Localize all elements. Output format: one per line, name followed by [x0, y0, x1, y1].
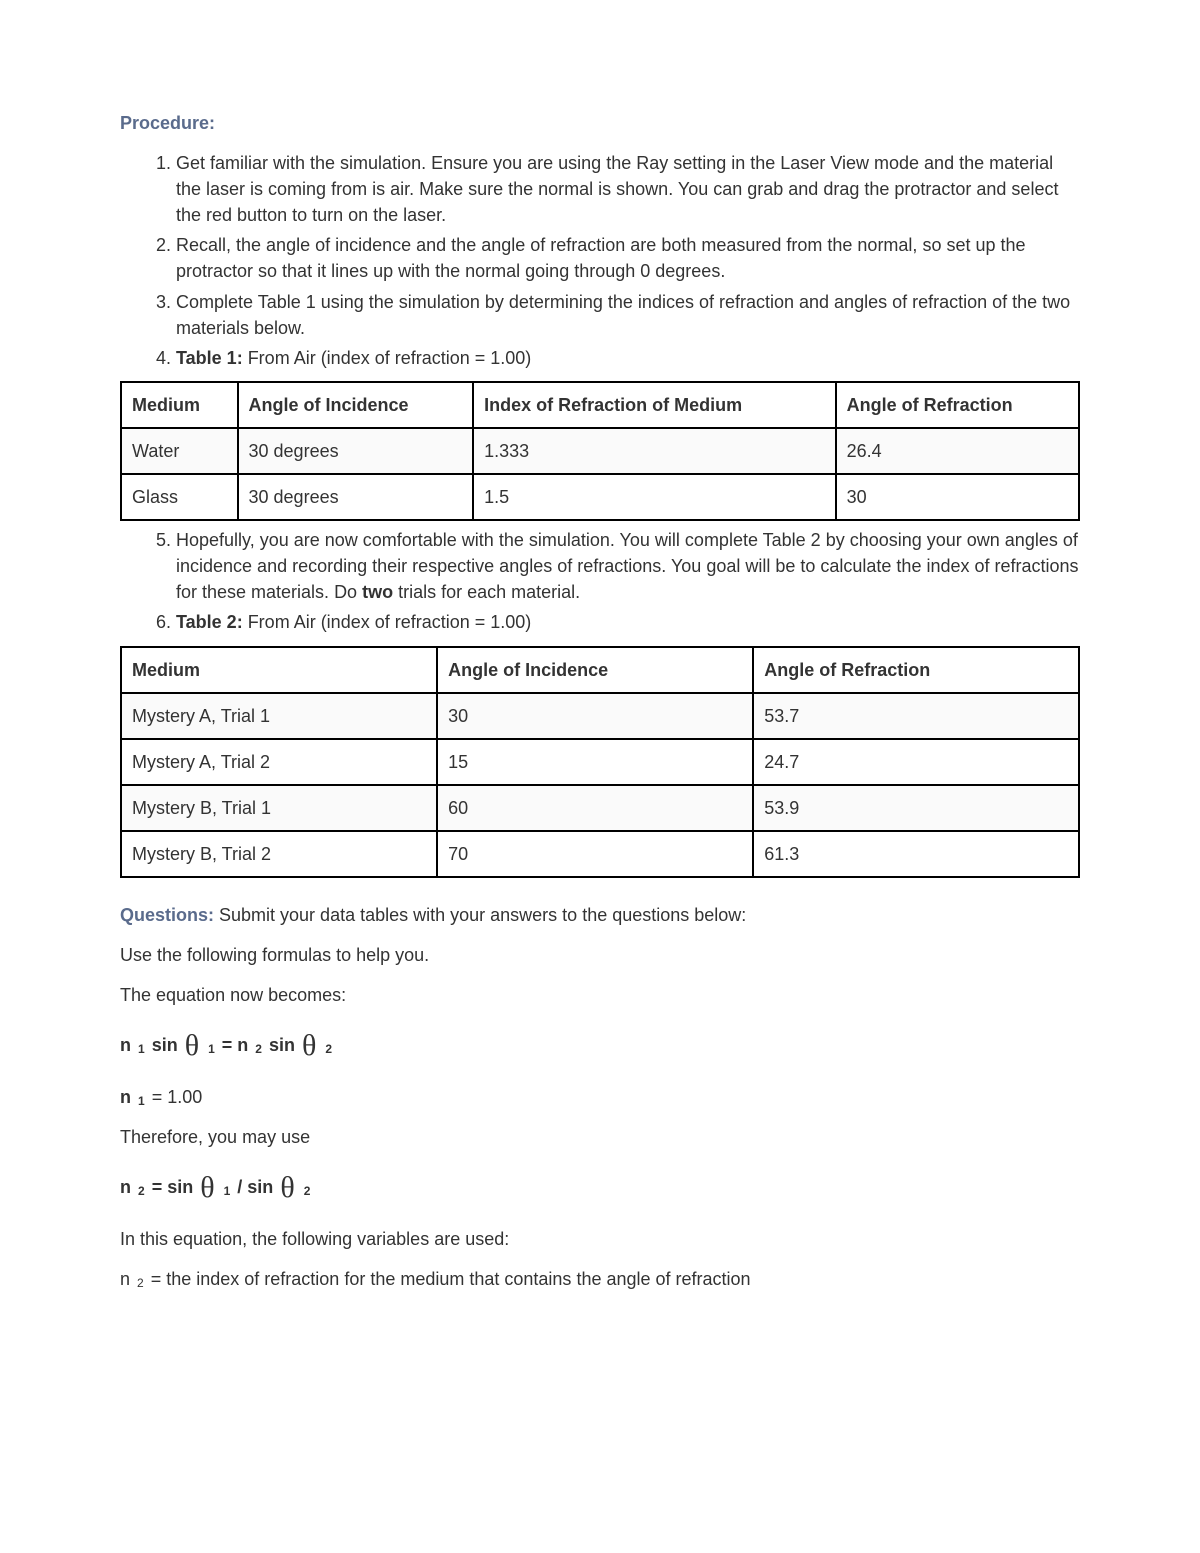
formula-part: = sin [147, 1177, 199, 1197]
table-cell: 24.7 [753, 739, 1079, 785]
table-cell: 30 [437, 693, 753, 739]
variable-definition: n 2 = the index of refraction for the me… [120, 1266, 1080, 1292]
theta-symbol: θ [278, 1171, 296, 1204]
table-cell: 15 [437, 739, 753, 785]
n2-formula: n 2 = sin θ 1 / sin θ 2 [120, 1166, 1080, 1210]
n2-var: n 2 [120, 1269, 146, 1289]
table-header-cell: Index of Refraction of Medium [473, 382, 835, 428]
subscript: 2 [135, 1276, 146, 1290]
table-cell: 30 [836, 474, 1079, 520]
document-page: Procedure: Get familiar with the simulat… [0, 0, 1200, 1553]
table-cell: Mystery B, Trial 1 [121, 785, 437, 831]
procedure-heading: Procedure: [120, 110, 1080, 136]
table-header-cell: Medium [121, 382, 238, 428]
table2-caption: From Air (index of refraction = 1.00) [243, 612, 532, 632]
formula-part: sin [264, 1035, 300, 1055]
procedure-item: Get familiar with the simulation. Ensure… [176, 150, 1080, 228]
subscript: 2 [253, 1042, 264, 1056]
table-cell: 70 [437, 831, 753, 877]
table-cell: Mystery A, Trial 1 [121, 693, 437, 739]
table-cell: 61.3 [753, 831, 1079, 877]
formula-part: n [120, 1087, 136, 1107]
table-cell: 26.4 [836, 428, 1079, 474]
subscript: 1 [206, 1042, 217, 1056]
procedure-item: Table 1: From Air (index of refraction =… [176, 345, 1080, 371]
table-2: Medium Angle of Incidence Angle of Refra… [120, 646, 1080, 878]
table1-label: Table 1: [176, 348, 243, 368]
table2-label: Table 2: [176, 612, 243, 632]
table-cell: 53.7 [753, 693, 1079, 739]
table-header-row: Medium Angle of Incidence Index of Refra… [121, 382, 1079, 428]
procedure-item: Table 2: From Air (index of refraction =… [176, 609, 1080, 635]
procedure-text: Hopefully, you are now comfortable with … [176, 530, 1079, 602]
questions-line: Questions: Submit your data tables with … [120, 902, 1080, 928]
table-header-cell: Angle of Incidence [437, 647, 753, 693]
table-cell: Water [121, 428, 238, 474]
formula-part: n [120, 1269, 135, 1289]
table-header-cell: Angle of Incidence [238, 382, 474, 428]
procedure-list: Get familiar with the simulation. Ensure… [120, 150, 1080, 371]
table-row: Mystery A, Trial 1 30 53.7 [121, 693, 1079, 739]
table-row: Mystery B, Trial 1 60 53.9 [121, 785, 1079, 831]
subscript: 1 [136, 1042, 147, 1056]
equation-intro: The equation now becomes: [120, 982, 1080, 1008]
procedure-text: trials for each material. [393, 582, 580, 602]
table-header-cell: Angle of Refraction [836, 382, 1079, 428]
therefore-text: Therefore, you may use [120, 1124, 1080, 1150]
procedure-item: Recall, the angle of incidence and the a… [176, 232, 1080, 284]
subscript: 1 [136, 1094, 147, 1108]
table-cell: Glass [121, 474, 238, 520]
table-row: Water 30 degrees 1.333 26.4 [121, 428, 1079, 474]
procedure-item: Complete Table 1 using the simulation by… [176, 289, 1080, 341]
table-cell: 1.5 [473, 474, 835, 520]
subscript: 2 [323, 1042, 334, 1056]
table-cell: 1.333 [473, 428, 835, 474]
theta-symbol: θ [183, 1029, 201, 1062]
table-cell: Mystery B, Trial 2 [121, 831, 437, 877]
table-row: Mystery B, Trial 2 70 61.3 [121, 831, 1079, 877]
theta-symbol: θ [198, 1171, 216, 1204]
table-cell: 53.9 [753, 785, 1079, 831]
formula-part: n [120, 1177, 136, 1197]
table-header-cell: Medium [121, 647, 437, 693]
table-cell: 30 degrees [238, 474, 474, 520]
procedure-item: Hopefully, you are now comfortable with … [176, 527, 1080, 605]
table1-caption: From Air (index of refraction = 1.00) [243, 348, 532, 368]
table-cell: 30 degrees [238, 428, 474, 474]
formula-part: = n [217, 1035, 254, 1055]
procedure-bold: two [362, 582, 393, 602]
subscript: 1 [222, 1184, 233, 1198]
n1-value-line: n 1 = 1.00 [120, 1084, 1080, 1110]
variables-intro: In this equation, the following variable… [120, 1226, 1080, 1252]
n1-value: = 1.00 [147, 1087, 203, 1107]
theta-symbol: θ [300, 1029, 318, 1062]
procedure-list-continued: Hopefully, you are now comfortable with … [120, 527, 1080, 635]
n1-var: n 1 [120, 1087, 147, 1107]
subscript: 2 [136, 1184, 147, 1198]
subscript: 2 [302, 1184, 313, 1198]
table-cell: Mystery A, Trial 2 [121, 739, 437, 785]
table-row: Glass 30 degrees 1.5 30 [121, 474, 1079, 520]
questions-heading: Questions: [120, 905, 219, 925]
variable-def-text: = the index of refraction for the medium… [146, 1269, 751, 1289]
table-row: Mystery A, Trial 2 15 24.7 [121, 739, 1079, 785]
table-1: Medium Angle of Incidence Index of Refra… [120, 381, 1080, 521]
formula-part: sin [147, 1035, 183, 1055]
table-header-row: Medium Angle of Incidence Angle of Refra… [121, 647, 1079, 693]
table-cell: 60 [437, 785, 753, 831]
formula-part: n [120, 1035, 136, 1055]
use-formulas-text: Use the following formulas to help you. [120, 942, 1080, 968]
table-header-cell: Angle of Refraction [753, 647, 1079, 693]
snells-law-formula: n 1 sin θ 1 = n 2 sin θ 2 [120, 1024, 1080, 1068]
formula-part: / sin [232, 1177, 278, 1197]
questions-text: Submit your data tables with your answer… [219, 905, 746, 925]
